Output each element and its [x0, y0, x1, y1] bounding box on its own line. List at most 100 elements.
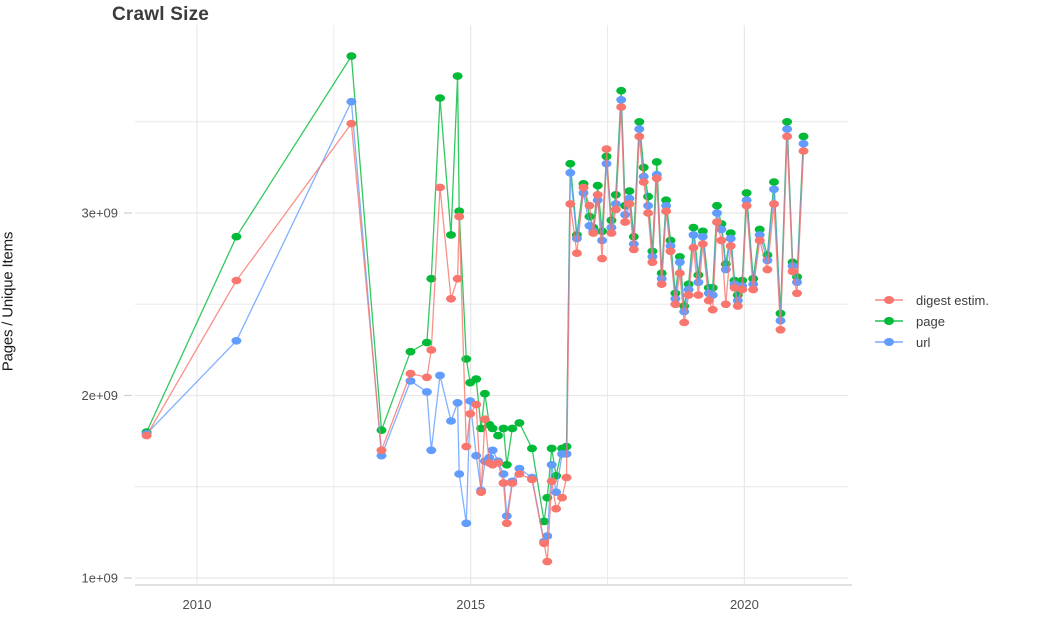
data-point	[697, 227, 708, 236]
data-point	[539, 539, 550, 548]
data-point	[421, 338, 432, 347]
legend-item-url[interactable]: url	[874, 334, 989, 350]
data-point	[620, 218, 631, 226]
data-point	[452, 274, 463, 283]
data-point	[405, 369, 416, 378]
legend-label: url	[916, 334, 931, 350]
data-point	[643, 201, 654, 210]
data-point	[446, 417, 456, 425]
data-point	[754, 236, 765, 245]
series-line	[146, 99, 805, 543]
data-point	[514, 419, 525, 427]
data-point	[688, 231, 699, 239]
data-point	[624, 194, 635, 203]
data-point	[565, 159, 576, 168]
data-point	[769, 185, 779, 194]
data-point	[792, 289, 802, 298]
data-point	[638, 163, 649, 172]
series-url	[141, 96, 809, 546]
y-axis-title: Pages / Unique Items	[0, 231, 17, 372]
data-point	[435, 94, 445, 102]
data-point	[674, 269, 685, 278]
data-point	[571, 234, 582, 243]
data-point	[679, 307, 690, 316]
data-point	[782, 132, 793, 141]
data-point	[643, 192, 654, 201]
legend-key-icon	[875, 317, 903, 325]
data-point	[634, 118, 645, 126]
data-point	[741, 189, 752, 197]
data-point	[769, 178, 779, 186]
data-point	[634, 125, 645, 133]
data-point	[405, 347, 416, 356]
data-point	[661, 207, 672, 215]
data-point	[725, 229, 736, 237]
x-tick-label: 2010	[183, 597, 212, 612]
data-point	[454, 212, 465, 221]
legend-key-icon	[875, 338, 903, 346]
data-point	[624, 200, 635, 208]
data-point	[231, 337, 242, 345]
data-point	[741, 196, 752, 204]
data-point	[725, 242, 736, 250]
legend: digest estim. page url	[874, 292, 989, 350]
data-point	[487, 424, 498, 433]
legend-label: digest estim.	[916, 292, 989, 308]
data-point	[748, 285, 759, 294]
data-point	[601, 145, 612, 153]
legend-item-page[interactable]: page	[874, 313, 989, 329]
data-point	[616, 86, 627, 95]
data-point	[597, 236, 608, 245]
data-point	[514, 464, 525, 473]
data-point	[454, 207, 465, 215]
series-line	[146, 106, 805, 563]
data-point	[725, 234, 736, 243]
data-point	[487, 446, 498, 455]
data-point	[798, 132, 809, 141]
data-point	[775, 326, 786, 334]
data-point	[542, 557, 553, 566]
data-point	[479, 389, 490, 398]
data-point	[787, 267, 798, 276]
data-point	[231, 232, 242, 241]
data-point	[597, 254, 608, 263]
data-point	[471, 400, 482, 409]
data-point	[546, 477, 557, 486]
data-point	[479, 415, 490, 424]
data-point	[565, 200, 576, 208]
data-point	[651, 158, 662, 166]
y-tick-label: 2e+09	[81, 388, 118, 403]
data-point	[616, 103, 627, 111]
data-point	[546, 461, 557, 469]
legend-key-icon	[875, 296, 903, 304]
data-point	[703, 296, 714, 305]
data-point	[493, 459, 504, 467]
data-point	[732, 302, 743, 310]
data-point	[716, 236, 727, 245]
data-point	[498, 479, 509, 487]
data-point	[376, 451, 387, 460]
data-point	[501, 461, 512, 469]
data-point	[606, 229, 617, 237]
data-point	[426, 446, 437, 455]
series-digest-estim-	[141, 103, 809, 566]
data-point	[426, 346, 437, 354]
data-point	[421, 388, 432, 396]
data-point	[435, 371, 445, 380]
data-point	[610, 205, 621, 214]
data-point	[565, 169, 576, 177]
data-point	[584, 201, 595, 210]
data-point	[647, 258, 658, 267]
data-point	[741, 201, 752, 210]
data-point	[527, 444, 537, 453]
y-tick-label: 3e+09	[81, 206, 118, 221]
data-point	[588, 229, 599, 237]
data-point	[514, 470, 525, 478]
data-point	[754, 231, 765, 239]
legend-item-digest-estim-[interactable]: digest estim.	[874, 292, 989, 308]
data-point	[557, 493, 568, 502]
data-point	[546, 444, 557, 453]
legend-label: page	[916, 313, 945, 329]
